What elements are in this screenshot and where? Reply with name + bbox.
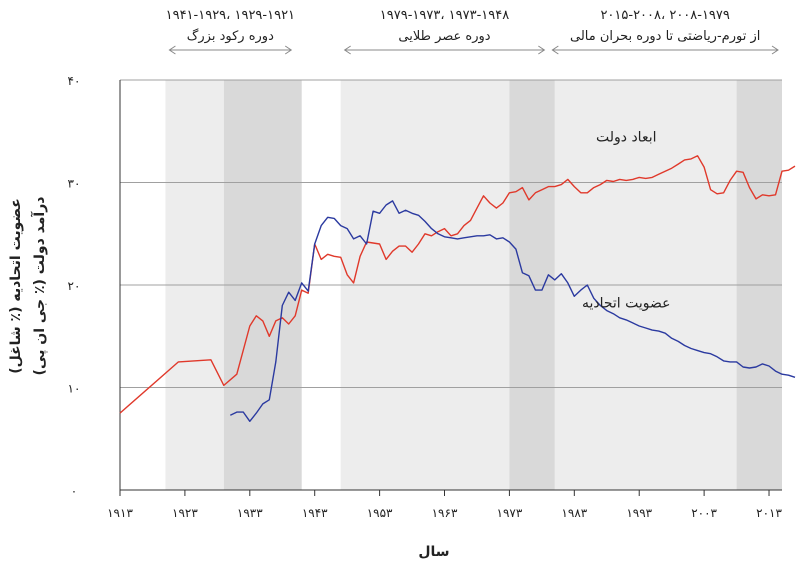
period-name-label: دوره عصر طلایی: [398, 29, 490, 44]
y-tick-label: ۲۰: [68, 279, 81, 293]
series-lines: [119, 155, 796, 422]
gridlines: [120, 79, 782, 388]
period-years-label: ۱۹۷۹-۱۹۷۳، ۱۹۷۳-۱۹۴۸: [380, 8, 509, 23]
y-tick-label: ۱۰: [68, 382, 81, 396]
period-name-label: از تورم-ریاضتی تا دوره بحران مالی: [570, 29, 760, 44]
y-tick-label: ۰: [71, 484, 77, 498]
x-axis-title: سال: [418, 544, 449, 560]
x-tick-label: ۱۹۸۳: [561, 506, 587, 520]
period-arrowhead-left: [343, 45, 351, 55]
series-label-0: ابعاد دولت: [596, 130, 657, 146]
x-tick-label: ۱۹۲۳: [172, 506, 198, 520]
x-tick-label: ۱۹۹۳: [626, 506, 652, 520]
period-arrowhead-left: [168, 45, 176, 55]
x-tick-label: ۲۰۱۳: [756, 506, 782, 520]
series-line-1: [229, 200, 796, 422]
x-tick-label: ۲۰۰۳: [691, 506, 717, 520]
period-arrowhead-right: [284, 45, 293, 55]
x-tick-label: ۱۹۳۳: [237, 506, 263, 520]
y-axis-title-line1: عضویت اتحادیه (٪ شاغل): [8, 198, 24, 374]
period-arrowhead-left: [551, 45, 559, 55]
period-arrowhead-right: [538, 45, 546, 55]
y-tick-label: ۴۰: [68, 74, 81, 88]
series-labels: ابعاد دولت عضویت اتحادیه: [582, 130, 671, 312]
period-years-label: ۱۹۴۱-۱۹۲۹، ۱۹۲۹-۱۹۲۱: [166, 8, 295, 23]
x-tick-label: ۱۹۷۳: [497, 506, 523, 520]
x-tick-label: ۱۹۵۳: [367, 506, 393, 520]
axes: ۰ ۱۰ ۲۰ ۳۰ ۴۰ ۱۹۱۳ ۱۹۲۳ ۱۹۳۳ ۱۹۴۳ ۱۹۵۳ ۱۹۶۳ ۱۹۷۳ ۱۹۸…: [68, 74, 783, 520]
period-arrowhead-right: [771, 45, 779, 55]
x-tick-label: ۱۹۶۳: [432, 506, 458, 520]
y-tick-label: ۳۰: [68, 177, 81, 191]
series-label-1: عضویت اتحادیه: [582, 296, 671, 312]
x-tick-label: ۱۹۱۳: [107, 506, 133, 520]
x-tick-label: ۱۹۴۳: [302, 506, 328, 520]
period-name-label: دوره رکود بزرگ: [187, 27, 274, 44]
y-axis-title-line2: درآمد دولت (٪ جی ان پی): [30, 197, 48, 376]
period-years-label: ۲۰۱۵-۲۰۰۸، ۲۰۰۸-۱۹۷۹: [600, 8, 729, 23]
period-annotations: ۱۹۴۱-۱۹۲۹، ۱۹۲۹-۱۹۲۱ دوره رکود بزرگ ۱۹۷۹-۱…: [166, 8, 779, 55]
